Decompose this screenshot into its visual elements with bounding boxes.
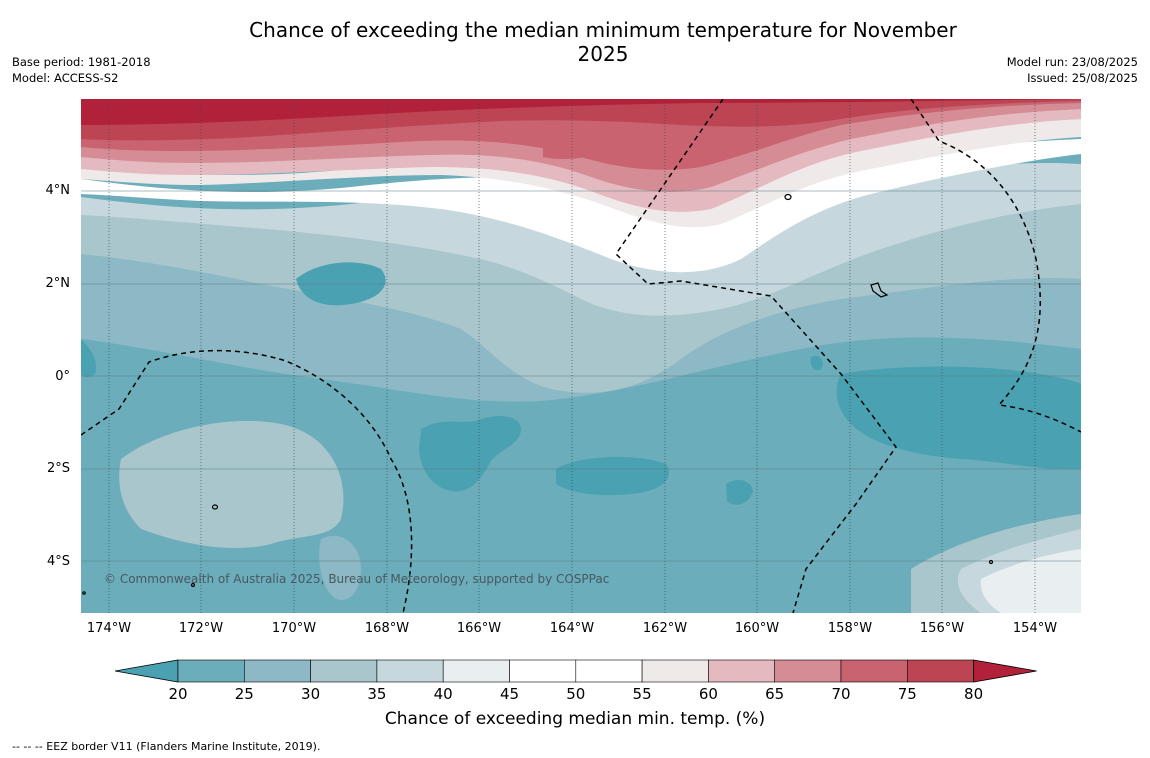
cool-patch-d bbox=[556, 457, 670, 496]
eez-border-east bbox=[910, 99, 1081, 433]
map-canvas bbox=[81, 99, 1081, 613]
lat-gridlines bbox=[81, 190, 1081, 562]
colorbar-segment bbox=[575, 659, 643, 683]
colorbar-segment bbox=[708, 659, 776, 683]
colorbar-segment bbox=[509, 659, 577, 683]
island-b bbox=[870, 282, 889, 298]
colorbar-tick-label: 70 bbox=[831, 685, 851, 703]
colorbar-tick-label: 75 bbox=[897, 685, 917, 703]
light-patch-e bbox=[319, 535, 361, 600]
colorbar-tick-label: 60 bbox=[698, 685, 718, 703]
colorbar-segment bbox=[376, 659, 444, 683]
colorbar-segment bbox=[177, 659, 245, 683]
cool-patch-c bbox=[419, 415, 521, 492]
map-title: Chance of exceeding the median minimum t… bbox=[249, 18, 957, 66]
lat-label-2n: 2°N bbox=[45, 276, 71, 291]
model-run-text: Model run: 23/08/2025 bbox=[1006, 55, 1138, 69]
lon-label-168w: 168°W bbox=[364, 621, 410, 636]
issued-text: Issued: 25/08/2025 bbox=[1027, 71, 1138, 85]
colorbar-segment bbox=[310, 659, 378, 683]
lon-label-156w: 156°W bbox=[919, 621, 965, 636]
colorbar-segment bbox=[641, 659, 709, 683]
cool-patch-e bbox=[726, 479, 753, 505]
light-patch-a bbox=[119, 420, 344, 549]
lon-label-170w: 170°W bbox=[271, 621, 317, 636]
lat-label-4s: 4°S bbox=[46, 554, 70, 569]
colorbar bbox=[114, 659, 1037, 683]
field-80-plus bbox=[81, 99, 1081, 125]
lon-label-162w: 162°W bbox=[642, 621, 688, 636]
cool-patch-f bbox=[836, 366, 1081, 470]
lat-label-2s: 2°S bbox=[46, 461, 70, 476]
colorbar-tick-label: 35 bbox=[367, 685, 387, 703]
lon-label-154w: 154°W bbox=[1012, 621, 1058, 636]
colorbar-segment bbox=[906, 659, 974, 683]
map-panel bbox=[81, 99, 1081, 613]
warm-patch-a bbox=[543, 142, 596, 160]
lat-label-0: 0° bbox=[55, 369, 70, 384]
colorbar-segment bbox=[244, 659, 311, 683]
meta-left: Base period: 1981-2018 Model: ACCESS-S2 bbox=[12, 54, 151, 86]
lon-label-158w: 158°W bbox=[827, 621, 873, 636]
meta-right: Model run: 23/08/2025 Issued: 25/08/2025 bbox=[1007, 54, 1138, 86]
warm-patch-b bbox=[639, 144, 673, 161]
colorbar-extend-low bbox=[114, 659, 179, 683]
island-c bbox=[211, 504, 219, 510]
colorbar-svg bbox=[114, 659, 1037, 683]
light-patch-d bbox=[980, 549, 1081, 613]
island-a bbox=[784, 193, 792, 201]
lat-label-4n: 4°N bbox=[45, 183, 71, 198]
cool-patch-g bbox=[810, 355, 823, 371]
eez-border-west bbox=[81, 349, 413, 613]
copyright-text: © Commonwealth of Australia 2025, Bureau… bbox=[104, 572, 610, 586]
colorbar-tick-label: 40 bbox=[433, 685, 453, 703]
cool-patch-b bbox=[81, 339, 97, 378]
lon-label-166w: 166°W bbox=[456, 621, 502, 636]
colorbar-segment bbox=[442, 659, 510, 683]
lon-label-174w: 174°W bbox=[86, 621, 132, 636]
lon-label-164w: 164°W bbox=[549, 621, 595, 636]
colorbar-tick-label: 80 bbox=[964, 685, 984, 703]
colorbar-label: Chance of exceeding median min. temp. (%… bbox=[384, 709, 766, 729]
colorbar-tick-label: 30 bbox=[301, 685, 321, 703]
island-d bbox=[988, 559, 994, 565]
model-text: Model: ACCESS-S2 bbox=[12, 71, 119, 85]
lon-label-172w: 172°W bbox=[178, 621, 224, 636]
islands bbox=[82, 193, 994, 595]
colorbar-tick-label: 45 bbox=[499, 685, 520, 703]
colorbar-tick-label: 20 bbox=[168, 685, 188, 703]
colorbar-segment bbox=[840, 659, 908, 683]
lon-label-160w: 160°W bbox=[734, 621, 780, 636]
base-period-text: Base period: 1981-2018 bbox=[12, 55, 151, 69]
colorbar-tick-label: 65 bbox=[765, 685, 785, 703]
colorbar-tick-label: 50 bbox=[566, 685, 586, 703]
eez-border-central bbox=[615, 99, 897, 613]
eez-legend-note: -- -- -- EEZ border V11 (Flanders Marine… bbox=[12, 740, 321, 753]
colorbar-tick-label: 55 bbox=[632, 685, 652, 703]
colorbar-segment bbox=[774, 659, 842, 683]
colorbar-extend-high bbox=[973, 659, 1037, 683]
eez-borders bbox=[81, 99, 1081, 613]
island-e bbox=[190, 582, 196, 588]
island-f bbox=[82, 591, 86, 595]
colorbar-tick-label: 25 bbox=[234, 685, 254, 703]
